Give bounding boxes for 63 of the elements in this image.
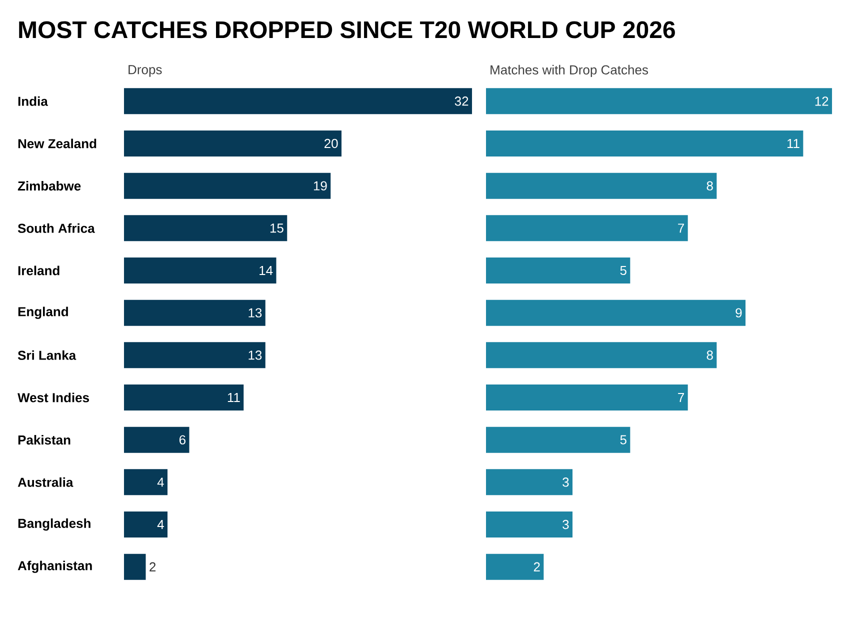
bar [486, 342, 717, 368]
data-label: 13 [248, 308, 262, 318]
y-tick-label: South Africa [18, 223, 95, 233]
data-label: 7 [678, 224, 684, 233]
bar [486, 384, 688, 410]
y-tick-label: Sri Lanka [18, 350, 76, 360]
bar [486, 215, 688, 242]
data-label: 5 [620, 266, 626, 276]
bar [124, 130, 342, 156]
data-label: 20 [324, 138, 338, 148]
y-tick-label: England [18, 306, 68, 319]
data-label: 8 [706, 350, 713, 360]
bar [124, 426, 190, 453]
y-tick-label: India [18, 96, 48, 106]
data-label: 32 [454, 96, 468, 106]
data-label: 12 [815, 96, 828, 106]
data-label: 3 [562, 520, 569, 530]
data-label: 8 [706, 181, 713, 190]
data-label: 11 [228, 393, 240, 402]
y-tick-label: Zimbabwe [18, 181, 81, 191]
bar [486, 426, 630, 453]
bar [124, 554, 146, 580]
data-label: 5 [620, 435, 626, 444]
bar [124, 469, 168, 496]
data-label: 2 [150, 562, 156, 572]
data-label: 19 [314, 181, 327, 190]
data-label: 13 [248, 350, 262, 360]
bar [124, 257, 276, 284]
bar [124, 215, 288, 242]
data-label: 6 [179, 435, 186, 444]
data-label: 3 [562, 478, 569, 487]
bar [486, 512, 573, 538]
data-label: 4 [157, 478, 164, 487]
data-label: 11 [787, 139, 800, 148]
y-tick-label: Australia [18, 477, 74, 487]
data-label: 9 [736, 308, 742, 318]
chart-subtitle: Matches with Drop Catches [490, 64, 648, 78]
y-tick-label: Ireland [18, 266, 60, 276]
bar [124, 342, 266, 368]
data-label: 2 [534, 562, 540, 572]
bar [124, 300, 266, 326]
y-tick-label: West Indies [18, 392, 89, 402]
y-tick-label: Bangladesh [18, 518, 90, 531]
bar [124, 512, 168, 538]
bar [486, 172, 717, 199]
bar [124, 384, 244, 410]
data-label: 15 [270, 224, 284, 233]
y-tick-label: Pakistan [18, 435, 70, 445]
data-label: 14 [260, 266, 273, 275]
data-label: 7 [678, 393, 684, 402]
bar [124, 172, 331, 199]
data-label: 4 [157, 520, 164, 529]
bar [124, 88, 472, 114]
bar [486, 469, 573, 496]
y-tick-label: New Zealand [18, 138, 96, 148]
chart-subtitle: Drops [128, 65, 162, 77]
bar [486, 88, 832, 114]
bar [486, 257, 630, 284]
bar [486, 554, 544, 580]
y-tick-label: Afghanistan [18, 560, 92, 573]
bar [486, 130, 804, 156]
bar [486, 300, 746, 326]
chart-title: MOST CATCHES DROPPED SINCE T20 WORLD CUP 2026 [19, 21, 675, 38]
